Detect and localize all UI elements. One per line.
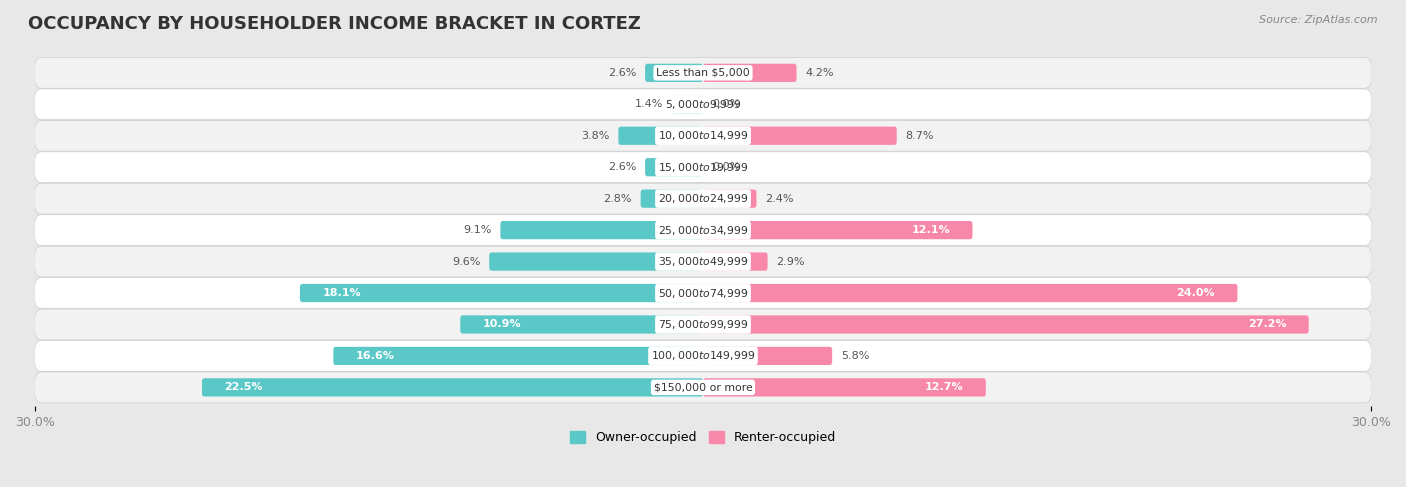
FancyBboxPatch shape xyxy=(619,127,703,145)
FancyBboxPatch shape xyxy=(489,252,703,271)
FancyBboxPatch shape xyxy=(299,284,703,302)
FancyBboxPatch shape xyxy=(35,340,1371,372)
Text: 2.6%: 2.6% xyxy=(607,162,636,172)
Text: 9.6%: 9.6% xyxy=(451,257,481,266)
FancyBboxPatch shape xyxy=(703,284,1237,302)
Text: 9.1%: 9.1% xyxy=(463,225,492,235)
Text: 27.2%: 27.2% xyxy=(1247,319,1286,330)
FancyBboxPatch shape xyxy=(645,158,703,176)
FancyBboxPatch shape xyxy=(703,316,1309,334)
Text: $10,000 to $14,999: $10,000 to $14,999 xyxy=(658,129,748,142)
Text: 0.0%: 0.0% xyxy=(711,162,740,172)
FancyBboxPatch shape xyxy=(645,64,703,82)
FancyBboxPatch shape xyxy=(501,221,703,239)
Text: 2.8%: 2.8% xyxy=(603,194,631,204)
Text: 4.2%: 4.2% xyxy=(806,68,834,78)
FancyBboxPatch shape xyxy=(333,347,703,365)
Text: 18.1%: 18.1% xyxy=(322,288,361,298)
Legend: Owner-occupied, Renter-occupied: Owner-occupied, Renter-occupied xyxy=(565,426,841,450)
FancyBboxPatch shape xyxy=(35,89,1371,120)
FancyBboxPatch shape xyxy=(35,152,1371,183)
Text: $75,000 to $99,999: $75,000 to $99,999 xyxy=(658,318,748,331)
Text: $20,000 to $24,999: $20,000 to $24,999 xyxy=(658,192,748,205)
FancyBboxPatch shape xyxy=(703,252,768,271)
Text: 10.9%: 10.9% xyxy=(482,319,522,330)
Text: $15,000 to $19,999: $15,000 to $19,999 xyxy=(658,161,748,174)
FancyBboxPatch shape xyxy=(703,189,756,208)
FancyBboxPatch shape xyxy=(703,127,897,145)
FancyBboxPatch shape xyxy=(35,215,1371,245)
Text: $35,000 to $49,999: $35,000 to $49,999 xyxy=(658,255,748,268)
Text: Source: ZipAtlas.com: Source: ZipAtlas.com xyxy=(1260,15,1378,25)
FancyBboxPatch shape xyxy=(202,378,703,396)
FancyBboxPatch shape xyxy=(641,189,703,208)
Text: 16.6%: 16.6% xyxy=(356,351,395,361)
Text: 22.5%: 22.5% xyxy=(224,382,263,393)
Text: 5.8%: 5.8% xyxy=(841,351,869,361)
FancyBboxPatch shape xyxy=(35,372,1371,403)
Text: Less than $5,000: Less than $5,000 xyxy=(657,68,749,78)
Text: 1.4%: 1.4% xyxy=(634,99,662,109)
FancyBboxPatch shape xyxy=(35,246,1371,277)
Text: $100,000 to $149,999: $100,000 to $149,999 xyxy=(651,350,755,362)
Text: 2.9%: 2.9% xyxy=(776,257,806,266)
FancyBboxPatch shape xyxy=(703,221,973,239)
FancyBboxPatch shape xyxy=(703,378,986,396)
FancyBboxPatch shape xyxy=(35,183,1371,214)
FancyBboxPatch shape xyxy=(460,316,703,334)
Text: 2.4%: 2.4% xyxy=(765,194,794,204)
FancyBboxPatch shape xyxy=(35,278,1371,308)
Text: $50,000 to $74,999: $50,000 to $74,999 xyxy=(658,286,748,300)
FancyBboxPatch shape xyxy=(672,95,703,113)
Text: 3.8%: 3.8% xyxy=(581,131,609,141)
Text: OCCUPANCY BY HOUSEHOLDER INCOME BRACKET IN CORTEZ: OCCUPANCY BY HOUSEHOLDER INCOME BRACKET … xyxy=(28,15,641,33)
Text: 12.1%: 12.1% xyxy=(911,225,950,235)
Text: 24.0%: 24.0% xyxy=(1177,288,1215,298)
FancyBboxPatch shape xyxy=(35,309,1371,340)
Text: $150,000 or more: $150,000 or more xyxy=(654,382,752,393)
Text: 12.7%: 12.7% xyxy=(925,382,963,393)
FancyBboxPatch shape xyxy=(35,120,1371,151)
FancyBboxPatch shape xyxy=(703,347,832,365)
Text: 8.7%: 8.7% xyxy=(905,131,934,141)
Text: 2.6%: 2.6% xyxy=(607,68,636,78)
Text: $25,000 to $34,999: $25,000 to $34,999 xyxy=(658,224,748,237)
FancyBboxPatch shape xyxy=(703,64,797,82)
FancyBboxPatch shape xyxy=(35,57,1371,88)
Text: 0.0%: 0.0% xyxy=(711,99,740,109)
Text: $5,000 to $9,999: $5,000 to $9,999 xyxy=(665,98,741,111)
